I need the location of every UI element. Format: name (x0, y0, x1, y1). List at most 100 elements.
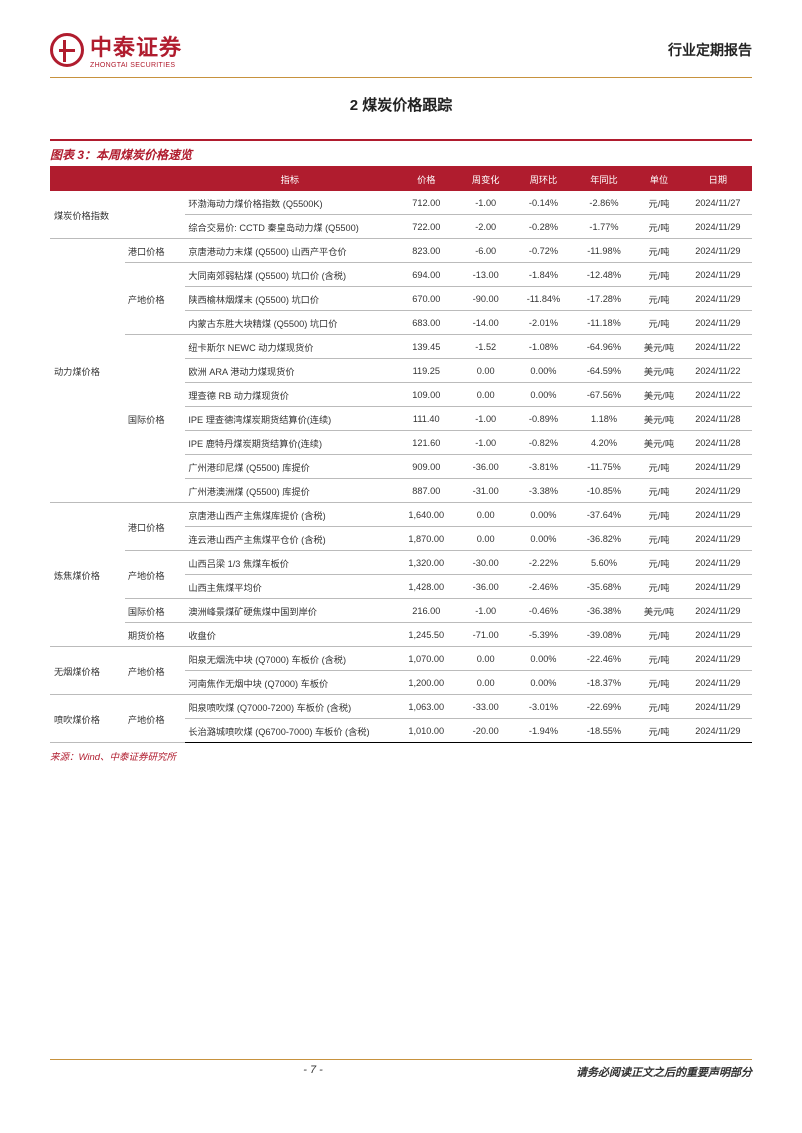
table-col-header: 周环比 (513, 167, 574, 191)
table-col-header: 日期 (684, 167, 752, 191)
indicator-cell: IPE 鹿特丹煤炭期货结算价(连续) (185, 431, 394, 455)
week-change-cell: -20.00 (458, 719, 513, 743)
date-cell: 2024/11/28 (684, 431, 752, 455)
price-cell: 1,245.50 (394, 623, 458, 647)
price-cell: 722.00 (394, 215, 458, 239)
week-pct-cell: 0.00% (513, 383, 574, 407)
week-pct-cell: -1.84% (513, 263, 574, 287)
report-type: 行业定期报告 (668, 40, 752, 60)
indicator-cell: 京唐港山西产主焦煤库提价 (含税) (185, 503, 394, 527)
indicator-cell: 广州港印尼煤 (Q5500) 库提价 (185, 455, 394, 479)
week-pct-cell: 0.00% (513, 359, 574, 383)
unit-cell: 元/吨 (634, 479, 684, 503)
table-col-header (125, 167, 186, 191)
price-cell: 1,070.00 (394, 647, 458, 671)
price-cell: 111.40 (394, 407, 458, 431)
date-cell: 2024/11/29 (684, 287, 752, 311)
subcategory-cell: 国际价格 (125, 599, 186, 623)
date-cell: 2024/11/29 (684, 719, 752, 743)
price-cell: 670.00 (394, 287, 458, 311)
year-pct-cell: -17.28% (574, 287, 635, 311)
year-pct-cell: -11.75% (574, 455, 635, 479)
category-cell: 无烟煤价格 (50, 647, 125, 695)
unit-cell: 元/吨 (634, 695, 684, 719)
unit-cell: 元/吨 (634, 191, 684, 215)
year-pct-cell: 1.18% (574, 407, 635, 431)
week-pct-cell: -2.01% (513, 311, 574, 335)
indicator-cell: 连云港山西产主焦煤平仓价 (含税) (185, 527, 394, 551)
unit-cell: 元/吨 (634, 623, 684, 647)
week-change-cell: 0.00 (458, 671, 513, 695)
year-pct-cell: -12.48% (574, 263, 635, 287)
logo-text-cn: 中泰证券 (90, 30, 182, 62)
week-pct-cell: 0.00% (513, 647, 574, 671)
week-change-cell: -14.00 (458, 311, 513, 335)
table-row: 炼焦煤价格港口价格京唐港山西产主焦煤库提价 (含税)1,640.000.000.… (50, 503, 752, 527)
week-pct-cell: -0.72% (513, 239, 574, 263)
date-cell: 2024/11/29 (684, 647, 752, 671)
category-cell: 喷吹煤价格 (50, 695, 125, 743)
week-pct-cell: -3.01% (513, 695, 574, 719)
table-row: 动力煤价格港口价格京唐港动力末煤 (Q5500) 山西产平仓价823.00-6.… (50, 239, 752, 263)
unit-cell: 元/吨 (634, 647, 684, 671)
unit-cell: 元/吨 (634, 575, 684, 599)
week-change-cell: -33.00 (458, 695, 513, 719)
indicator-cell: 大同南郊弱粘煤 (Q5500) 坑口价 (含税) (185, 263, 394, 287)
table-col-header: 单位 (634, 167, 684, 191)
week-change-cell: -2.00 (458, 215, 513, 239)
subcategory-cell: 产地价格 (125, 263, 186, 335)
date-cell: 2024/11/22 (684, 383, 752, 407)
indicator-cell: 理查德 RB 动力煤现货价 (185, 383, 394, 407)
week-change-cell: -13.00 (458, 263, 513, 287)
date-cell: 2024/11/29 (684, 455, 752, 479)
week-pct-cell: 0.00% (513, 527, 574, 551)
week-change-cell: -36.00 (458, 575, 513, 599)
logo-text-en: ZHONGTAI SECURITIES (90, 62, 182, 69)
date-cell: 2024/11/29 (684, 479, 752, 503)
price-cell: 823.00 (394, 239, 458, 263)
year-pct-cell: -2.86% (574, 191, 635, 215)
page-header: 中泰证券 ZHONGTAI SECURITIES 行业定期报告 (50, 30, 752, 78)
table-row: 产地价格山西吕梁 1/3 焦煤车板价1,320.00-30.00-2.22%5.… (50, 551, 752, 575)
week-pct-cell: -0.82% (513, 431, 574, 455)
subcategory-cell: 产地价格 (125, 551, 186, 599)
unit-cell: 元/吨 (634, 719, 684, 743)
subcategory-cell: 港口价格 (125, 239, 186, 263)
table-row: 国际价格纽卡斯尔 NEWC 动力煤现货价139.45-1.52-1.08%-64… (50, 335, 752, 359)
date-cell: 2024/11/29 (684, 599, 752, 623)
price-cell: 683.00 (394, 311, 458, 335)
indicator-cell: 河南焦作无烟中块 (Q7000) 车板价 (185, 671, 394, 695)
price-cell: 1,200.00 (394, 671, 458, 695)
subcategory-cell: 产地价格 (125, 695, 186, 743)
category-cell: 动力煤价格 (50, 239, 125, 503)
date-cell: 2024/11/22 (684, 359, 752, 383)
year-pct-cell: -36.38% (574, 599, 635, 623)
week-change-cell: -1.00 (458, 407, 513, 431)
indicator-cell: 山西主焦煤平均价 (185, 575, 394, 599)
date-cell: 2024/11/29 (684, 551, 752, 575)
table-row: 喷吹煤价格产地价格阳泉喷吹煤 (Q7000-7200) 车板价 (含税)1,06… (50, 695, 752, 719)
week-pct-cell: 0.00% (513, 503, 574, 527)
subcategory-cell: 国际价格 (125, 335, 186, 503)
unit-cell: 元/吨 (634, 215, 684, 239)
year-pct-cell: -39.08% (574, 623, 635, 647)
week-pct-cell: -1.94% (513, 719, 574, 743)
date-cell: 2024/11/29 (684, 263, 752, 287)
week-change-cell: -30.00 (458, 551, 513, 575)
price-cell: 121.60 (394, 431, 458, 455)
year-pct-cell: -36.82% (574, 527, 635, 551)
date-cell: 2024/11/29 (684, 503, 752, 527)
week-change-cell: -71.00 (458, 623, 513, 647)
price-cell: 1,870.00 (394, 527, 458, 551)
week-pct-cell: -2.22% (513, 551, 574, 575)
year-pct-cell: 4.20% (574, 431, 635, 455)
week-change-cell: -1.00 (458, 431, 513, 455)
footer-disclaimer: 请务必阅读正文之后的重要声明部分 (576, 1064, 752, 1080)
year-pct-cell: -11.18% (574, 311, 635, 335)
unit-cell: 元/吨 (634, 551, 684, 575)
indicator-cell: IPE 理查德湾煤炭期货结算价(连续) (185, 407, 394, 431)
category-cell: 煤炭价格指数 (50, 191, 125, 239)
week-pct-cell: -2.46% (513, 575, 574, 599)
indicator-cell: 阳泉无烟洗中块 (Q7000) 车板价 (含税) (185, 647, 394, 671)
year-pct-cell: -64.96% (574, 335, 635, 359)
